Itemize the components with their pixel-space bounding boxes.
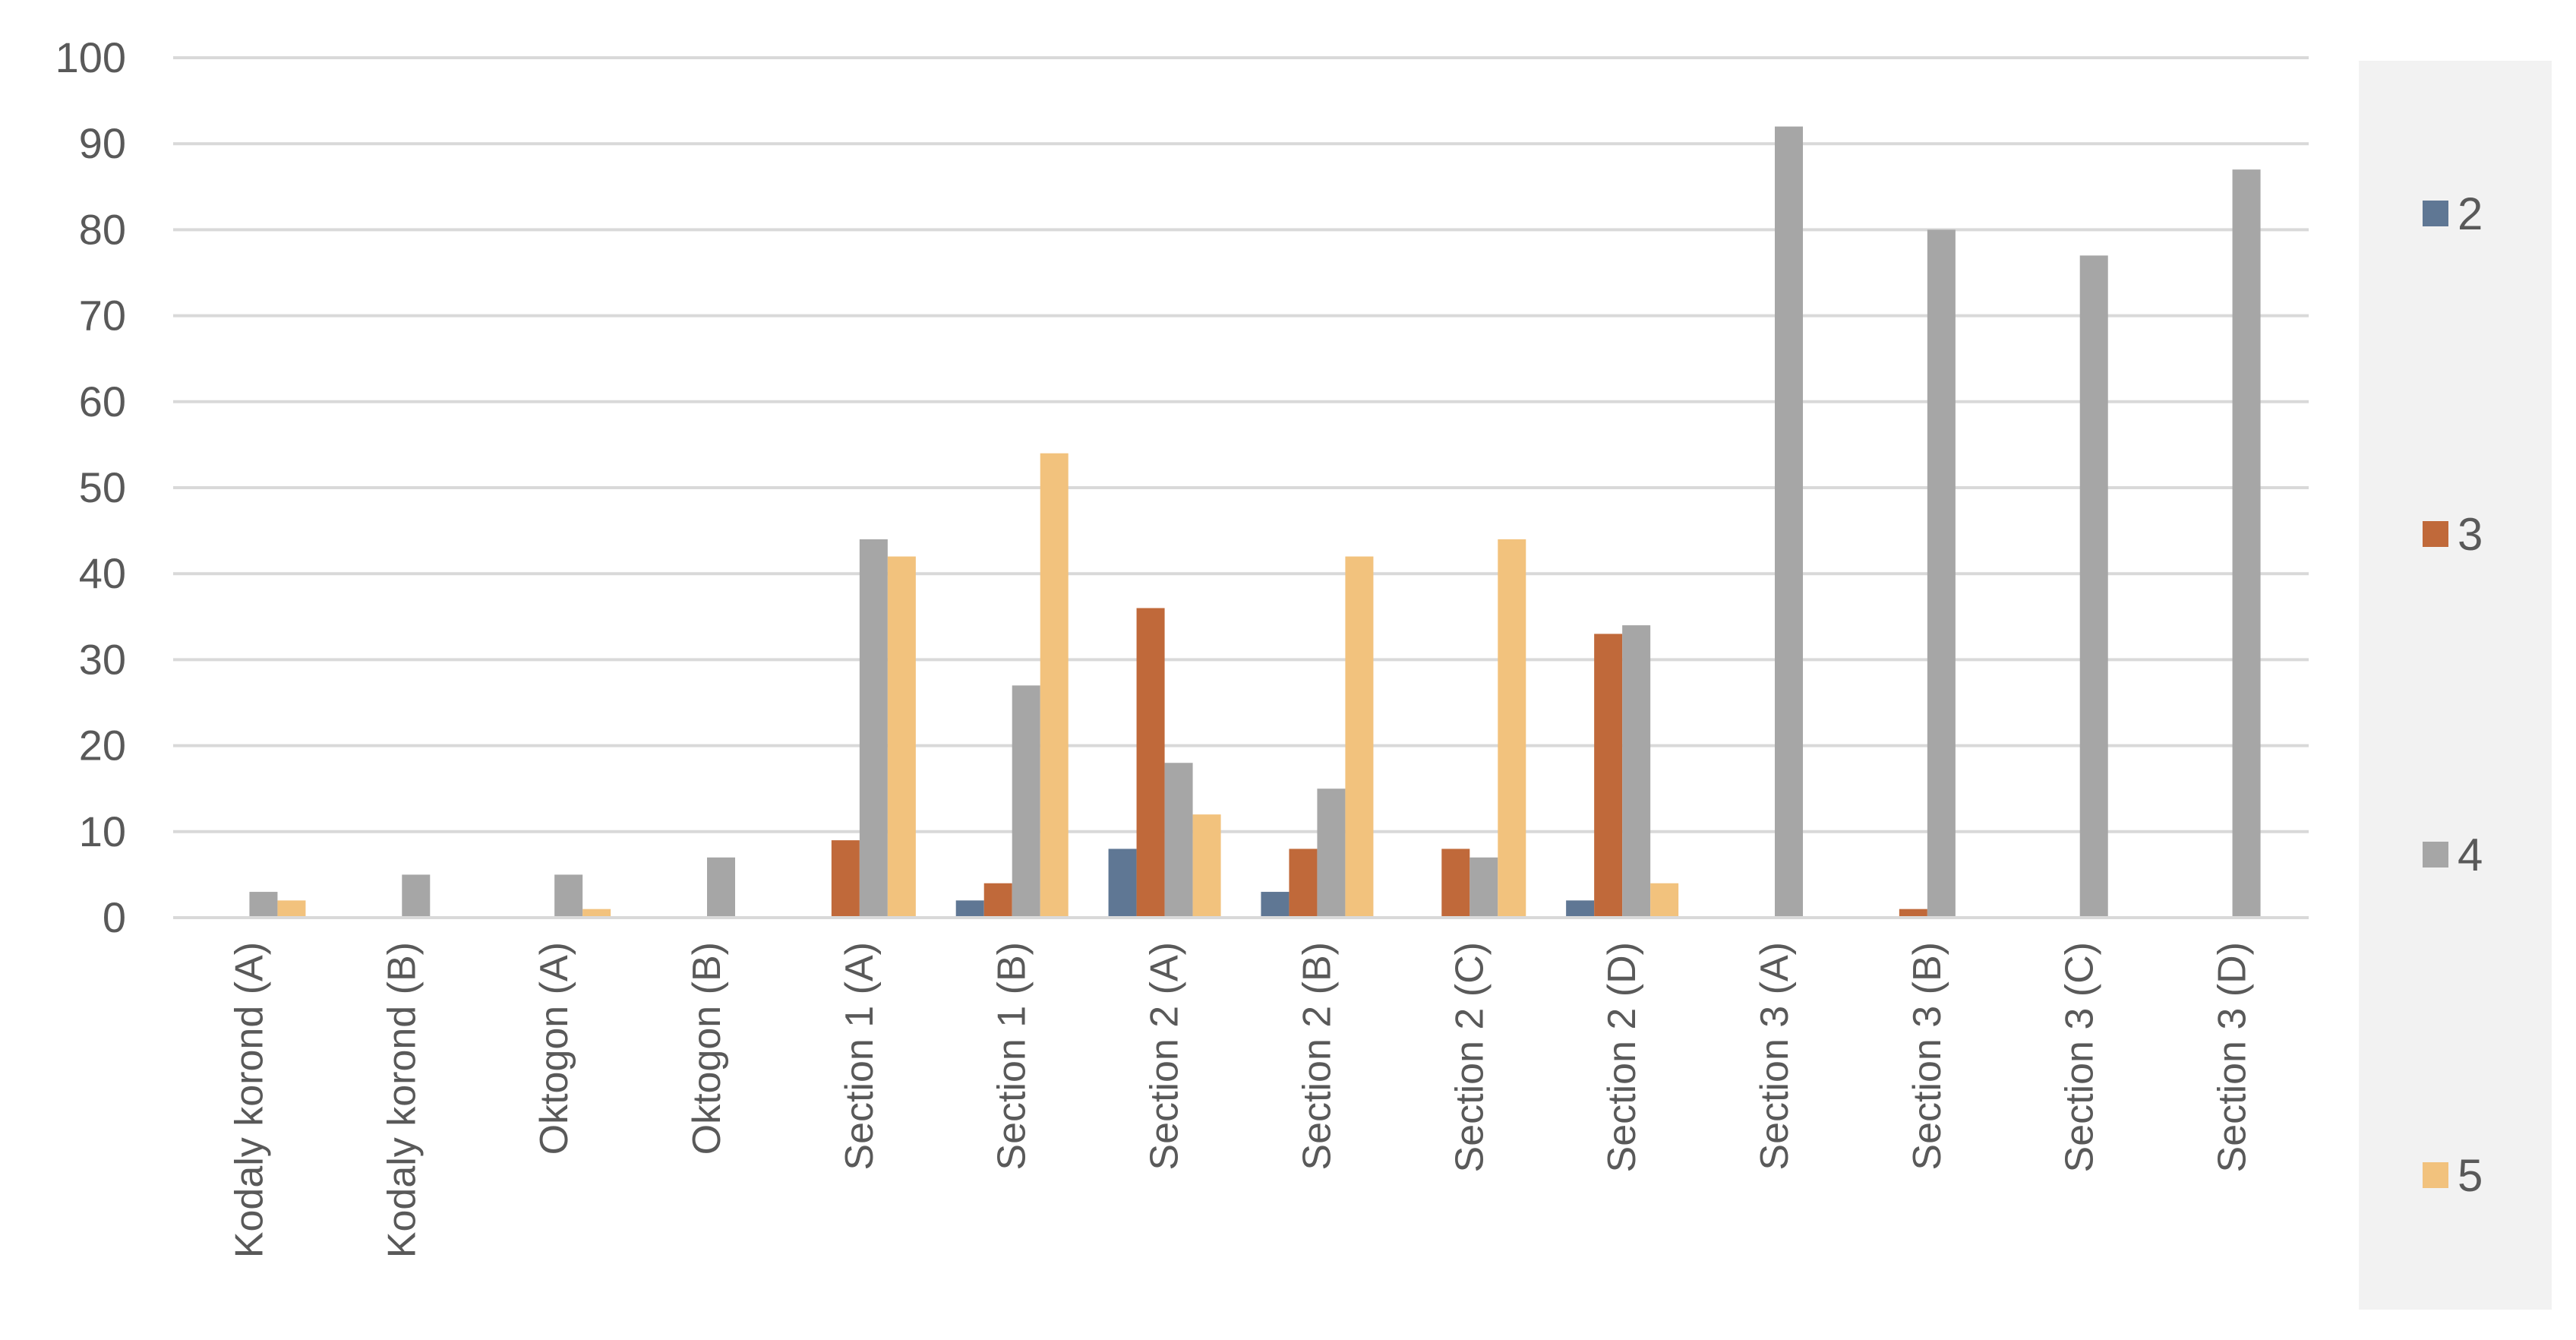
bar-series-4-5 (1012, 685, 1040, 918)
bar-series-3-9 (1594, 634, 1623, 918)
legend-label-5: 5 (2458, 1150, 2483, 1201)
bar-series-5-7 (1345, 556, 1374, 918)
x-tick-label: Section 2 (B) (1295, 942, 1339, 1171)
bar-series-3-6 (1136, 608, 1165, 918)
bar-series-5-8 (1498, 539, 1526, 918)
bar-series-5-0 (277, 900, 306, 918)
bar-series-4-12 (2079, 255, 2108, 918)
bar-series-4-9 (1622, 625, 1651, 918)
x-tick-label: Kodaly korond (A) (227, 942, 271, 1258)
bar-series-4-13 (2232, 169, 2261, 918)
bar-series-2-5 (955, 900, 984, 918)
y-axis-ticks: 0 10 20 30 40 50 60 70 80 90 100 (55, 33, 126, 941)
bar-series-5-6 (1192, 814, 1221, 918)
bar-series-5-2 (582, 909, 611, 918)
legend-label-2: 2 (2458, 188, 2483, 239)
x-tick-label: Section 3 (C) (2058, 942, 2102, 1172)
y-tick-label: 50 (79, 463, 126, 511)
y-tick-label: 70 (79, 292, 126, 340)
bar-series-4-8 (1470, 857, 1498, 918)
x-tick-label: Section 2 (D) (1600, 942, 1644, 1172)
legend-background (2359, 61, 2552, 1310)
bar-series-2-7 (1261, 892, 1290, 918)
bar-series-4-3 (707, 857, 735, 918)
bar-series-4-4 (859, 539, 888, 918)
bars (249, 126, 2261, 918)
bar-series-3-4 (831, 840, 860, 918)
legend: 2 3 4 5 (2359, 61, 2552, 1310)
bar-series-2-9 (1566, 900, 1595, 918)
bar-series-5-4 (887, 556, 916, 918)
bar-series-3-5 (983, 883, 1012, 918)
bar-series-5-9 (1650, 883, 1679, 918)
x-tick-label: Section 3 (B) (1905, 942, 1949, 1171)
x-tick-label: Section 3 (D) (2211, 942, 2255, 1172)
bar-series-5-5 (1040, 453, 1069, 918)
bar-series-4-1 (402, 874, 431, 918)
y-tick-label: 30 (79, 635, 126, 683)
bar-series-3-11 (1899, 909, 1927, 918)
y-tick-label: 80 (79, 205, 126, 253)
y-tick-label: 0 (103, 893, 126, 941)
legend-swatch-5 (2423, 1162, 2448, 1188)
gridlines (173, 56, 2309, 833)
x-tick-label: Section 2 (C) (1447, 942, 1492, 1172)
x-tick-label: Section 3 (A) (1753, 942, 1797, 1171)
bar-series-2-6 (1108, 849, 1137, 918)
legend-label-4: 4 (2458, 830, 2483, 880)
y-tick-label: 60 (79, 378, 126, 425)
legend-swatch-4 (2423, 842, 2448, 868)
legend-swatch-2 (2423, 201, 2448, 226)
bar-series-4-7 (1317, 789, 1346, 918)
x-tick-label: Oktogon (A) (532, 942, 576, 1155)
x-axis-ticks: Kodaly korond (A) Kodaly korond (B) Oktogo… (227, 942, 2254, 1258)
y-tick-label: 40 (79, 549, 126, 597)
y-tick-label: 10 (79, 807, 126, 855)
bar-series-4-0 (249, 892, 278, 918)
x-tick-label: Kodaly korond (B) (380, 942, 424, 1258)
bar-series-4-10 (1775, 126, 1803, 918)
x-tick-label: Section 1 (B) (990, 942, 1034, 1171)
bar-series-4-6 (1164, 763, 1193, 918)
bar-series-4-2 (554, 874, 583, 918)
y-tick-label: 90 (79, 119, 126, 167)
legend-label-3: 3 (2458, 509, 2483, 560)
x-tick-label: Section 2 (A) (1143, 942, 1187, 1171)
legend-swatch-3 (2423, 521, 2448, 547)
bar-series-3-7 (1289, 849, 1318, 918)
y-tick-label: 100 (55, 33, 126, 81)
x-tick-label: Oktogon (B) (685, 942, 729, 1155)
y-tick-label: 20 (79, 722, 126, 770)
bar-series-4-11 (1927, 229, 1956, 918)
bar-series-3-8 (1441, 849, 1470, 918)
x-tick-label: Section 1 (A) (838, 942, 882, 1171)
